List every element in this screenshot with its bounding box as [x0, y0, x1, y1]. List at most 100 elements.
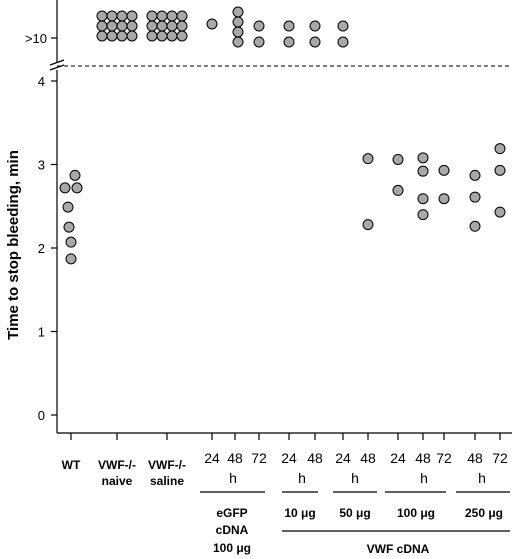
y-tick-label-3: 3 [38, 158, 45, 173]
time-label-5: 72 [251, 450, 267, 466]
dot-group-14-1 [494, 164, 506, 176]
dose-label-100ug: 100 μg [397, 506, 435, 520]
dot-group-11-0 [417, 209, 429, 221]
dot-group-10-1 [392, 153, 404, 165]
x-ticks [70, 433, 501, 440]
y-tick-label-1: 1 [38, 325, 45, 340]
y-tick-label-4: 4 [38, 74, 45, 89]
dot-group-0-2 [63, 221, 75, 233]
dot-group-12-0 [438, 193, 450, 205]
y-ticks: 0 1 2 3 4 [38, 74, 57, 423]
dot-group-2-over-11 [176, 30, 188, 42]
time-label-8: 24 [335, 450, 351, 466]
x-label-vwf-saline-2: saline [150, 474, 184, 488]
dot-group-10-0 [392, 184, 404, 196]
dot-group-5-over-1 [253, 36, 265, 48]
dot-group-2-over-0 [146, 10, 158, 22]
axis-break-mark-1 [49, 59, 65, 66]
time-label-13: 48 [467, 450, 483, 466]
hour-unit-250ug: h [478, 470, 486, 486]
hour-unit-10ug: h [298, 470, 306, 486]
dot-group-2-over-10 [166, 30, 178, 42]
dot-group-3-over-0 [206, 18, 218, 30]
dot-group-9-1 [362, 153, 374, 165]
dot-group-7-over-0 [309, 20, 321, 32]
dot-group-2-over-6 [166, 20, 178, 32]
dot-group-1-over-9 [106, 30, 118, 42]
group-label-vwf-cdna: VWF cDNA [367, 542, 430, 556]
dot-group-7-over-1 [309, 36, 321, 48]
hour-unit-100ug: h [420, 470, 428, 486]
dot-group-8-over-1 [337, 36, 349, 48]
time-label-4: 48 [227, 450, 243, 466]
dot-group-0-4 [59, 182, 71, 194]
dot-group-4-over-0 [232, 6, 244, 18]
dot-group-2-over-4 [146, 20, 158, 32]
hour-unit-50ug: h [351, 470, 359, 486]
time-label-3: 24 [204, 450, 220, 466]
dot-group-11-3 [417, 152, 429, 164]
group-label-egfp-1: eGFP [216, 506, 247, 520]
data-points [59, 6, 506, 265]
dot-group-1-over-1 [106, 10, 118, 22]
dot-group-1-over-7 [126, 20, 138, 32]
dot-group-2-over-8 [146, 30, 158, 42]
dot-group-2-over-3 [176, 10, 188, 22]
time-label-12: 72 [436, 450, 452, 466]
dot-group-5-over-0 [253, 20, 265, 32]
dot-group-0-5 [71, 182, 83, 194]
dot-group-1-over-10 [116, 30, 128, 42]
time-labels: 24 48 72 24 48 24 48 24 48 72 48 72 [204, 450, 508, 466]
x-label-vwf-saline-1: VWF-/- [148, 458, 186, 472]
dot-group-14-0 [494, 206, 506, 218]
dot-group-8-over-0 [337, 20, 349, 32]
time-label-10: 24 [390, 450, 406, 466]
hour-unit-egfp: h [229, 470, 237, 486]
dot-group-11-1 [417, 193, 429, 205]
dot-group-4-over-3 [232, 36, 244, 48]
group-label-egfp-3: 100 μg [213, 541, 251, 555]
dot-group-1-over-2 [116, 10, 128, 22]
dot-group-2-over-7 [176, 20, 188, 32]
time-label-6: 24 [281, 450, 297, 466]
dot-group-1-over-6 [116, 20, 128, 32]
y-tick-label-0: 0 [38, 408, 45, 423]
time-label-9: 48 [360, 450, 376, 466]
dot-group-1-over-11 [126, 30, 138, 42]
time-label-11: 48 [415, 450, 431, 466]
dot-group-2-over-5 [156, 20, 168, 32]
dose-label-250ug: 250 μg [465, 506, 503, 520]
group-label-egfp-2: cDNA [216, 523, 249, 537]
dot-group-9-0 [362, 219, 374, 231]
y-tick-label-over-10: >10 [25, 31, 47, 46]
dot-group-0-3 [62, 201, 74, 213]
y-axis-label: Time to stop bleeding, min [5, 150, 22, 340]
x-label-vwf-naive-2: naive [102, 474, 133, 488]
time-label-14: 72 [492, 450, 508, 466]
dot-group-6-over-1 [283, 36, 295, 48]
dot-group-14-2 [494, 143, 506, 155]
dot-group-4-over-1 [232, 16, 244, 28]
dot-group-13-2 [469, 169, 481, 181]
dot-group-13-1 [469, 191, 481, 203]
dot-group-1-over-3 [126, 10, 138, 22]
dot-group-2-over-1 [156, 10, 168, 22]
dot-group-2-over-2 [166, 10, 178, 22]
dot-group-2-over-9 [156, 30, 168, 42]
x-label-vwf-naive-1: VWF-/- [98, 458, 136, 472]
y-tick-label-2: 2 [38, 241, 45, 256]
dose-label-10ug: 10 μg [284, 506, 315, 520]
dot-group-4-over-2 [232, 26, 244, 38]
dot-group-13-0 [469, 220, 481, 232]
dot-group-1-over-5 [106, 20, 118, 32]
dot-group-11-2 [417, 165, 429, 177]
x-label-wt: WT [62, 458, 81, 472]
axis-break-mark-2 [49, 64, 65, 71]
dot-group-1-over-8 [96, 30, 108, 42]
dot-group-0-0 [65, 253, 77, 265]
dot-group-0-1 [65, 236, 77, 248]
dot-group-0-6 [69, 169, 81, 181]
dot-group-12-1 [438, 164, 450, 176]
time-label-7: 48 [307, 450, 323, 466]
